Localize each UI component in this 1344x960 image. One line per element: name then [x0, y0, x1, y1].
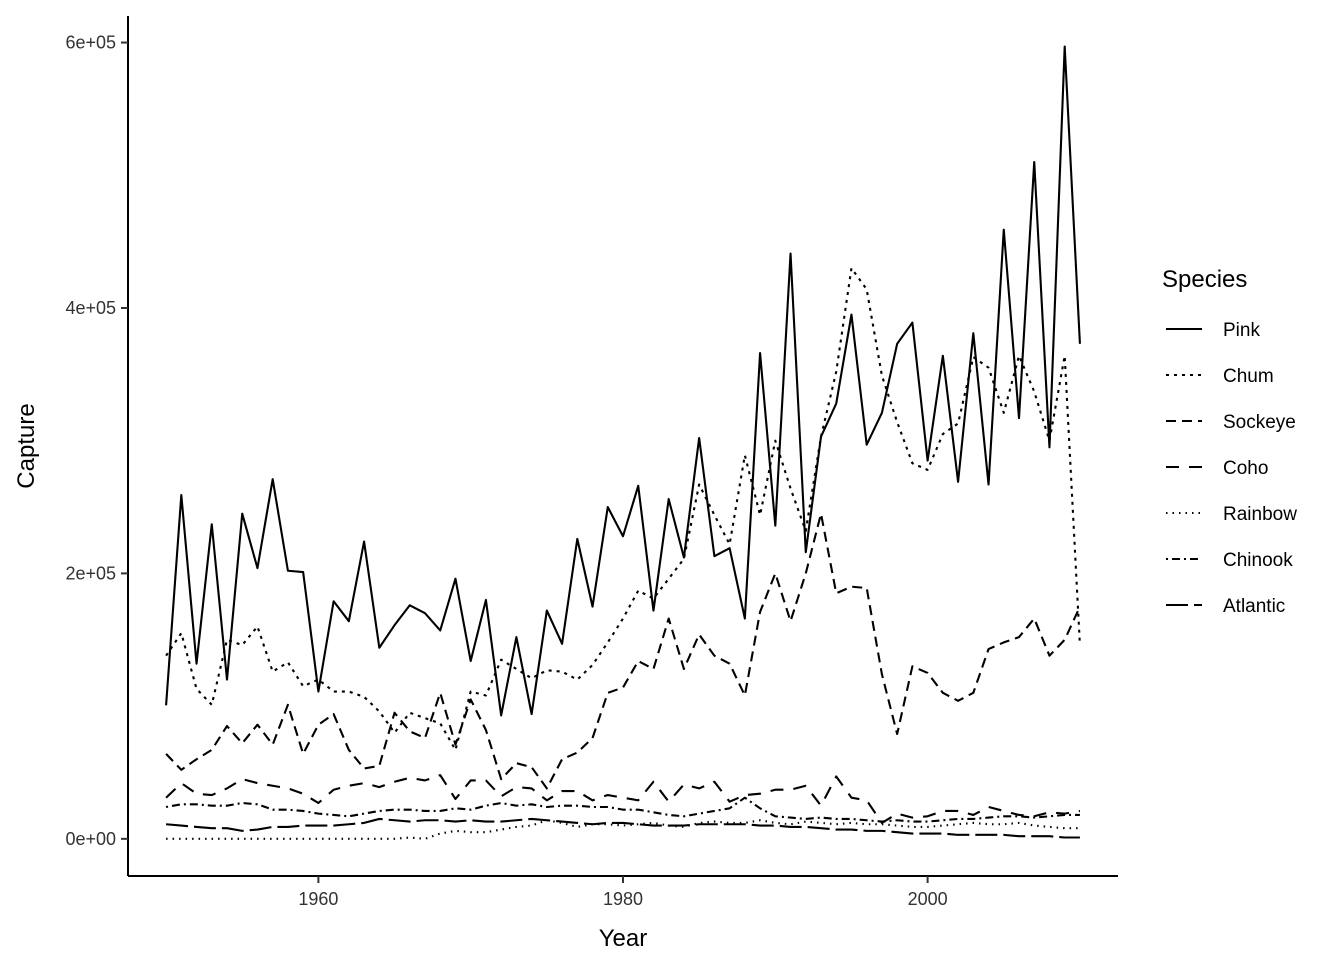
series-line-pink	[165, 45, 1081, 717]
y-tick-label: 6e+05	[65, 33, 116, 53]
legend-label-chinook: Chinook	[1223, 550, 1293, 571]
series-line-sockeye	[165, 512, 1081, 790]
x-axis-ticks: 1960 1980 2000	[298, 876, 948, 909]
legend-label-sockeye: Sockeye	[1223, 412, 1296, 433]
legend-label-chum: Chum	[1223, 366, 1274, 387]
series-line-atlantic	[165, 817, 1080, 839]
legend-label-coho: Coho	[1223, 458, 1268, 479]
series-line-coho	[165, 774, 1081, 824]
legend-title: Species	[1162, 266, 1247, 293]
x-tick-label: 1980	[603, 889, 643, 909]
series-line-chinook	[165, 796, 1080, 823]
series-line-rainbow	[166, 819, 1080, 840]
y-axis-title: Capture	[13, 403, 40, 488]
plot-area	[165, 45, 1081, 840]
series-layer	[165, 45, 1081, 840]
x-tick-label: 2000	[908, 889, 948, 909]
legend-items: Pink Chum Sockeye Coho Rainbow Chinook Atlanti…	[1166, 320, 1297, 617]
y-tick-label: 4e+05	[65, 298, 116, 318]
y-tick-label: 2e+05	[65, 563, 116, 583]
x-axis-title: Year	[599, 925, 648, 952]
legend-label-rainbow: Rainbow	[1223, 504, 1297, 525]
legend-label-atlantic: Atlantic	[1223, 596, 1285, 617]
x-tick-label: 1960	[298, 889, 338, 909]
legend: Species Pink Chum Sockeye Coho Rainbow Chinoo…	[1162, 266, 1297, 617]
series-line-chum	[165, 267, 1081, 751]
legend-label-pink: Pink	[1223, 320, 1260, 341]
y-axis-ticks: 0e+00 2e+05 4e+05 6e+05	[65, 33, 128, 849]
y-tick-label: 0e+00	[65, 829, 116, 849]
